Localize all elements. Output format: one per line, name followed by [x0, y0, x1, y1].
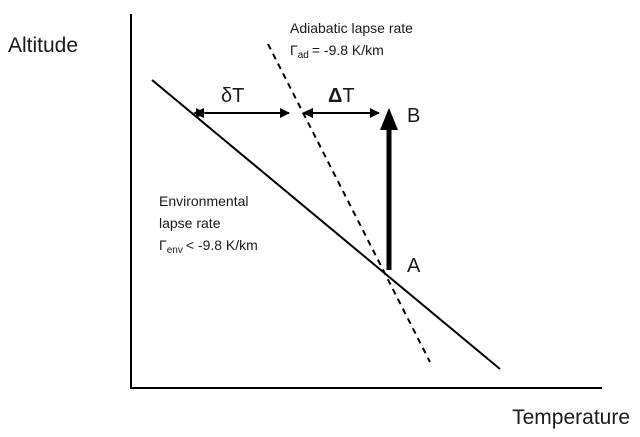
adiabatic-gamma: Γ — [290, 42, 298, 58]
vertical-arrow-head — [380, 108, 398, 130]
delta-t-capital-label: ΔT — [328, 85, 355, 107]
environmental-lapse-line — [151, 79, 501, 370]
environmental-subscript: env — [167, 245, 183, 256]
delta-capital-symbol: Δ — [328, 85, 342, 107]
environmental-line1: Environmental — [159, 193, 249, 209]
point-b-label: B — [407, 105, 420, 127]
adiabatic-subscript: ad — [298, 50, 309, 61]
adiabatic-value: = -9.8 K/km — [312, 42, 384, 58]
adiabatic-title: Adiabatic lapse rate — [290, 20, 413, 36]
x-axis-label: Temperature — [512, 406, 630, 429]
y-axis-label: Altitude — [8, 34, 78, 57]
adiabatic-lapse-line — [267, 43, 431, 363]
delta-t-capital-arrow-left-head — [302, 108, 313, 118]
environmental-value: < -9.8 K/km — [186, 237, 258, 253]
environmental-equation: Γenv < -9.8 K/km — [159, 237, 258, 256]
delta-t-small-label: δT — [221, 85, 244, 107]
delta-t-small-arrow-left-head — [193, 108, 204, 118]
delta-capital-t: T — [342, 85, 354, 107]
environmental-gamma: Γ — [159, 237, 167, 253]
point-a-label: A — [407, 255, 421, 277]
environmental-line2: lapse rate — [159, 215, 221, 231]
adiabatic-equation: Γad = -9.8 K/km — [290, 42, 384, 61]
